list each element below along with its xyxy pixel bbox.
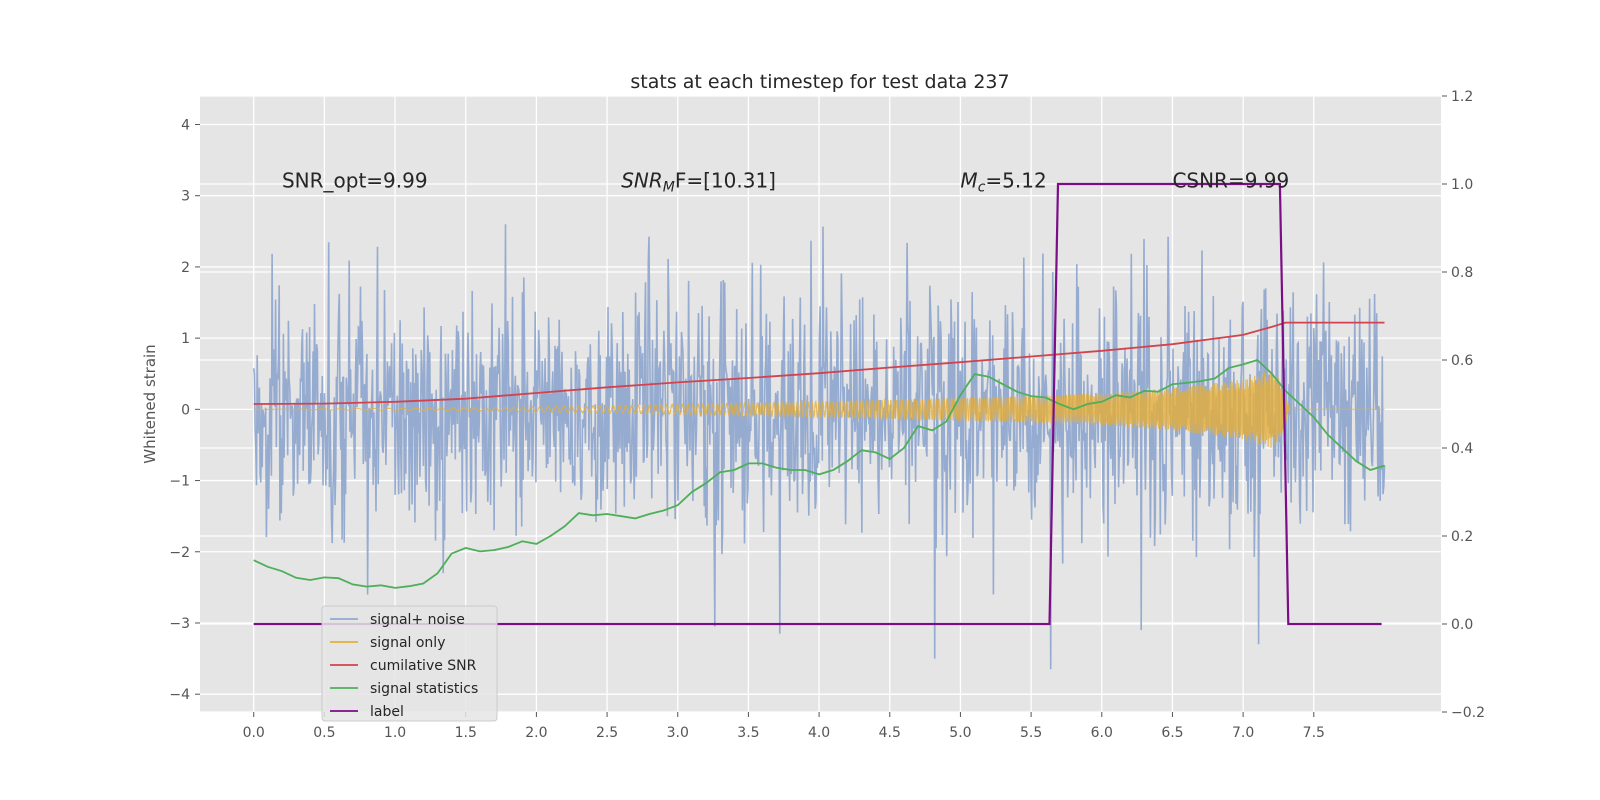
legend-entry: cumilative SNR [370, 658, 477, 674]
x-tick-label: 1.5 [455, 725, 477, 741]
y-right-tick-label: 0.4 [1451, 441, 1473, 457]
x-tick-label: 7.0 [1232, 725, 1254, 741]
chart-title: stats at each timestep for test data 237 [630, 71, 1009, 93]
y-tick-label: −3 [169, 616, 190, 632]
x-tick-label: 2.0 [525, 725, 547, 741]
y-right-tick-label: 0.6 [1451, 353, 1473, 369]
y-right-tick-label: 0.2 [1451, 529, 1473, 545]
legend-entry: signal+ noise [370, 612, 465, 628]
legend-entry: label [370, 704, 404, 720]
y-axis-label: Whitened strain [141, 344, 159, 463]
x-tick-label: 6.5 [1161, 725, 1183, 741]
y-tick-label: −2 [169, 545, 190, 561]
x-tick-label: 1.0 [384, 725, 406, 741]
annotation: SNRMF=[10.31] [621, 168, 776, 195]
y-right-tick-label: 0.0 [1451, 617, 1473, 633]
y-right-tick-label: −0.2 [1451, 705, 1485, 721]
y-tick-label: 3 [181, 189, 190, 205]
y-right-tick-label: 1.2 [1451, 89, 1473, 105]
x-tick-label: 4.5 [879, 725, 901, 741]
x-tick-label: 6.0 [1091, 725, 1113, 741]
axes: 0.0 0.5 1.0 1.5 2.0 2.5 3.0 3.5 4.0 4.5 5.0 5.5 6.0 6… [169, 89, 1485, 741]
x-tick-label: 3.5 [737, 725, 759, 741]
legend-entry: signal only [370, 635, 445, 651]
series-signal-statistics [253, 358, 1385, 589]
y-tick-label: 4 [181, 117, 190, 133]
series-layer [252, 182, 1386, 670]
x-tick-label: 0.0 [243, 725, 265, 741]
y-tick-label: 2 [181, 260, 190, 276]
series-cumilative-snr [253, 321, 1385, 405]
y-tick-label: −4 [169, 687, 190, 703]
legend: signal+ noise signal only cumilative SNR si… [321, 605, 498, 722]
y-tick-label: 1 [181, 331, 190, 347]
series-signal-noise [252, 224, 1386, 670]
legend-entry: signal statistics [370, 681, 478, 697]
annotation: Mc=5.12 [960, 168, 1046, 195]
annotations: SNR_opt=9.99 SNRMF=[10.31] Mc=5.12 CSNR=9.9… [282, 168, 1289, 195]
y-right-tick-label: 1.0 [1451, 177, 1473, 193]
annotation: CSNR=9.99 [1172, 168, 1289, 192]
y-right-tick-label: 0.8 [1451, 265, 1473, 281]
legend-box [321, 605, 498, 722]
x-tick-label: 5.5 [1020, 725, 1042, 741]
x-tick-label: 3.0 [667, 725, 689, 741]
annotation: SNR_opt=9.99 [282, 168, 428, 192]
series-signal-only [253, 372, 1385, 448]
series-label [253, 182, 1382, 626]
x-tick-label: 4.0 [808, 725, 830, 741]
x-tick-label: 0.5 [313, 725, 335, 741]
x-tick-label: 2.5 [596, 725, 618, 741]
x-tick-label: 7.5 [1303, 725, 1325, 741]
y-tick-label: −1 [169, 474, 190, 490]
y-tick-label: 0 [181, 402, 190, 418]
x-tick-label: 5.0 [949, 725, 971, 741]
